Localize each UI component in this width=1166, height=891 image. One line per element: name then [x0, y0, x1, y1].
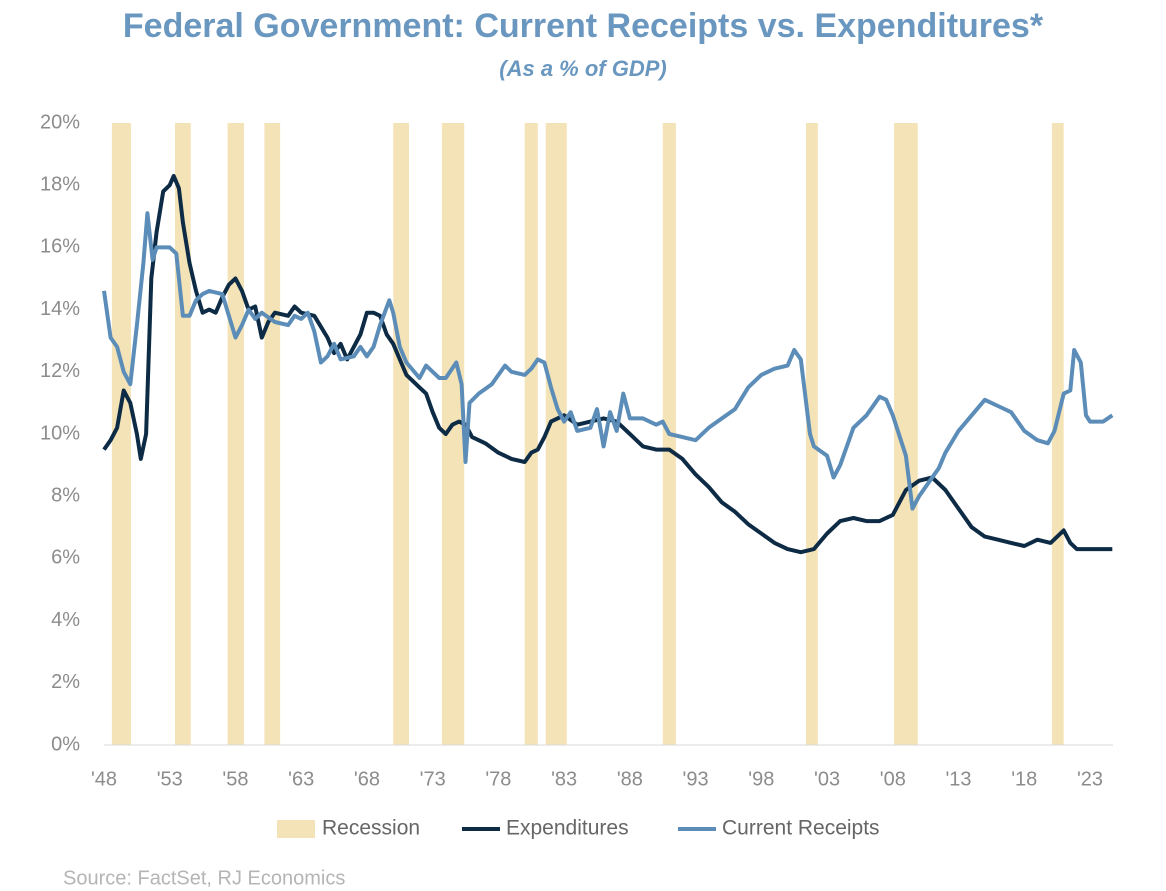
y-tick-label: 2%	[51, 671, 80, 693]
series-line	[102, 173, 1113, 555]
x-tick-label: '03	[814, 768, 840, 790]
x-tick-label: '93	[683, 768, 709, 790]
recession-band	[227, 123, 245, 745]
y-tick-label: 14%	[40, 298, 80, 320]
recession-band	[111, 123, 131, 745]
recession-band	[393, 123, 410, 745]
y-tick-label: 12%	[40, 360, 80, 382]
chart-title: Federal Government: Current Receipts vs.…	[123, 7, 1044, 45]
y-tick-label: 6%	[51, 547, 80, 569]
legend-label: Current Receipts	[722, 817, 880, 840]
y-tick-label: 20%	[40, 111, 80, 133]
x-tick-label: '13	[945, 768, 971, 790]
x-tick-label: '68	[354, 768, 380, 790]
x-tick-label: '63	[288, 768, 314, 790]
legend-label: Recession	[322, 817, 420, 840]
recession-band	[524, 123, 538, 745]
x-tick-label: '48	[91, 768, 117, 790]
x-tick-label: '88	[617, 768, 643, 790]
x-tick-label: '23	[1077, 768, 1103, 790]
x-tick-label: '78	[485, 768, 511, 790]
x-tick-label: '18	[1011, 768, 1037, 790]
y-tick-label: 4%	[51, 609, 80, 631]
x-tick-label: '08	[880, 768, 906, 790]
x-tick-label: '73	[420, 768, 446, 790]
chart-subtitle: (As a % of GDP)	[499, 56, 666, 81]
y-tick-label: 16%	[40, 236, 80, 258]
y-tick-label: 18%	[40, 173, 80, 195]
x-tick-label: '83	[551, 768, 577, 790]
recession-band	[264, 123, 281, 745]
x-tick-label: '98	[748, 768, 774, 790]
y-tick-label: 10%	[40, 422, 80, 444]
y-tick-label: 8%	[51, 484, 80, 506]
y-tick-label: 0%	[51, 733, 80, 755]
recession-band	[441, 123, 465, 745]
source-note: Source: FactSet, RJ Economics	[63, 867, 345, 889]
recession-band	[1051, 123, 1064, 745]
legend-swatch	[277, 820, 315, 838]
series-line	[102, 211, 1114, 511]
recession-band	[545, 123, 567, 745]
x-tick-label: '53	[157, 768, 183, 790]
x-tick-label: '58	[222, 768, 248, 790]
legend-label: Expenditures	[506, 817, 629, 840]
recession-band	[894, 123, 918, 745]
